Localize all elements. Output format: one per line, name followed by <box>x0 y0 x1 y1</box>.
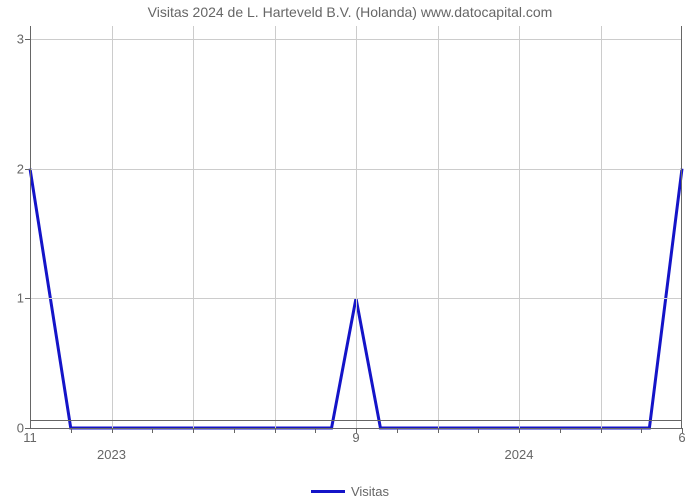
x-tick-mark <box>234 428 235 433</box>
grid-line-vertical <box>601 26 602 428</box>
x-tick-mark <box>315 428 316 433</box>
chart-container: Visitas 2024 de L. Harteveld B.V. (Holan… <box>0 0 700 500</box>
x-year-label: 2023 <box>97 447 126 462</box>
y-tick-mark <box>25 169 30 170</box>
x-tick-mark <box>71 428 72 433</box>
x-tick-mark <box>275 428 276 433</box>
grid-line-vertical <box>356 26 357 428</box>
x-tick-mark <box>641 428 642 433</box>
grid-line-vertical <box>438 26 439 428</box>
x-tick-mark <box>112 428 113 433</box>
y-tick-label: 3 <box>17 31 24 46</box>
x-tick-mark <box>152 428 153 433</box>
axis-line <box>30 26 31 428</box>
legend-label: Visitas <box>351 484 389 499</box>
x-tick-mark <box>601 428 602 433</box>
chart-title: Visitas 2024 de L. Harteveld B.V. (Holan… <box>0 4 700 20</box>
legend-swatch <box>311 490 345 493</box>
y-tick-label: 1 <box>17 291 24 306</box>
plot-area: 0123119620232024 <box>30 26 682 428</box>
y-tick-label: 2 <box>17 161 24 176</box>
x-tick-mark <box>397 428 398 433</box>
x-tick-label: 6 <box>678 430 685 445</box>
y-tick-mark <box>25 298 30 299</box>
x-tick-mark <box>193 428 194 433</box>
x-tick-mark <box>519 428 520 433</box>
legend-item: Visitas <box>311 484 389 499</box>
grid-line-vertical <box>193 26 194 428</box>
x-tick-mark <box>438 428 439 433</box>
secondary-x-axis <box>30 420 682 421</box>
grid-line-vertical <box>112 26 113 428</box>
x-tick-label: 9 <box>352 430 359 445</box>
axis-line <box>681 26 682 428</box>
x-tick-mark <box>478 428 479 433</box>
grid-line-vertical <box>275 26 276 428</box>
legend: Visitas <box>0 480 700 499</box>
x-tick-label: 11 <box>23 430 37 445</box>
y-tick-mark <box>25 428 30 429</box>
x-year-label: 2024 <box>505 447 534 462</box>
x-tick-mark <box>560 428 561 433</box>
y-tick-mark <box>25 39 30 40</box>
grid-line-vertical <box>519 26 520 428</box>
